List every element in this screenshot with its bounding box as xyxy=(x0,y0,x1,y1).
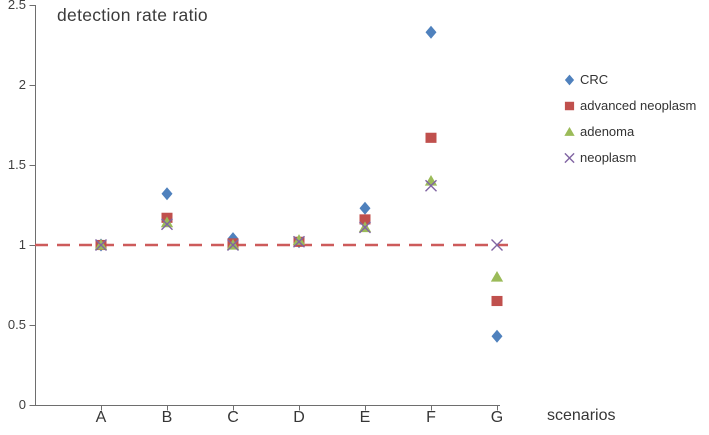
legend-item-crc: CRC xyxy=(562,66,696,92)
x-axis-tick-label: D xyxy=(293,409,305,426)
data-point-triangle xyxy=(424,174,438,186)
data-point-diamond xyxy=(359,201,371,215)
x-axis-tick-label: G xyxy=(490,409,504,426)
legend-label: CRC xyxy=(580,71,609,87)
legend: CRC advanced neoplasm adenoma neoplasm xyxy=(562,66,696,170)
data-point-diamond xyxy=(161,187,173,201)
x-mark-icon xyxy=(564,152,575,163)
data-point-x xyxy=(161,218,173,231)
x-axis-tick-label: B xyxy=(161,409,173,426)
legend-label: advanced neoplasm xyxy=(580,97,697,113)
legend-item-adenoma: adenoma xyxy=(562,118,696,144)
x-axis-tick-label: C xyxy=(227,409,239,426)
data-point-diamond xyxy=(491,329,503,343)
data-point-triangle xyxy=(564,126,575,136)
y-axis-tick-label: 2.5 xyxy=(7,0,26,12)
triangle-icon xyxy=(564,126,575,136)
data-point-triangle xyxy=(490,270,504,282)
data-point-diamond xyxy=(425,25,437,39)
data-point-x xyxy=(359,221,371,234)
x-axis-title: scenarios xyxy=(547,407,616,424)
data-point-diamond xyxy=(564,74,575,85)
diamond-icon xyxy=(564,74,575,85)
chart-title: detection rate ratio xyxy=(57,5,208,25)
square-icon xyxy=(564,101,575,110)
legend-item-neoplasm: neoplasm xyxy=(562,144,696,170)
data-point-triangle xyxy=(160,216,174,228)
y-axis-tick-label: 1 xyxy=(18,237,26,252)
legend-label: adenoma xyxy=(580,123,635,139)
x-axis-tick-label: A xyxy=(95,409,107,426)
y-axis-tick-label: 1.5 xyxy=(7,157,26,172)
data-point-square xyxy=(359,214,371,225)
data-point-x xyxy=(425,179,437,192)
data-point-x xyxy=(564,152,575,163)
legend-item-advanced-neoplasm: advanced neoplasm xyxy=(562,92,696,118)
data-point-x xyxy=(293,235,305,248)
y-axis-tick-label: 0.5 xyxy=(7,317,26,332)
y-axis-tick-label: 0 xyxy=(18,397,26,412)
data-point-x xyxy=(95,239,107,251)
data-point-square xyxy=(564,101,575,110)
x-axis-tick-label: E xyxy=(359,409,371,426)
data-point-x xyxy=(227,239,239,251)
data-point-square xyxy=(425,132,437,143)
legend-label: neoplasm xyxy=(580,149,637,165)
x-axis-tick-label: F xyxy=(426,409,436,426)
data-point-x xyxy=(491,239,503,251)
data-point-square xyxy=(491,295,503,307)
data-point-triangle xyxy=(292,234,306,245)
y-axis-tick-label: 2 xyxy=(18,77,26,92)
